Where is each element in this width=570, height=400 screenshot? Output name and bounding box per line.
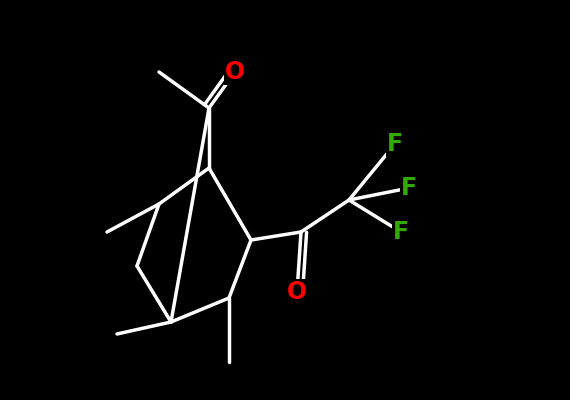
Text: O: O — [287, 280, 307, 304]
Text: F: F — [387, 132, 403, 156]
Text: F: F — [393, 220, 409, 244]
Text: O: O — [225, 60, 245, 84]
Text: F: F — [401, 176, 417, 200]
